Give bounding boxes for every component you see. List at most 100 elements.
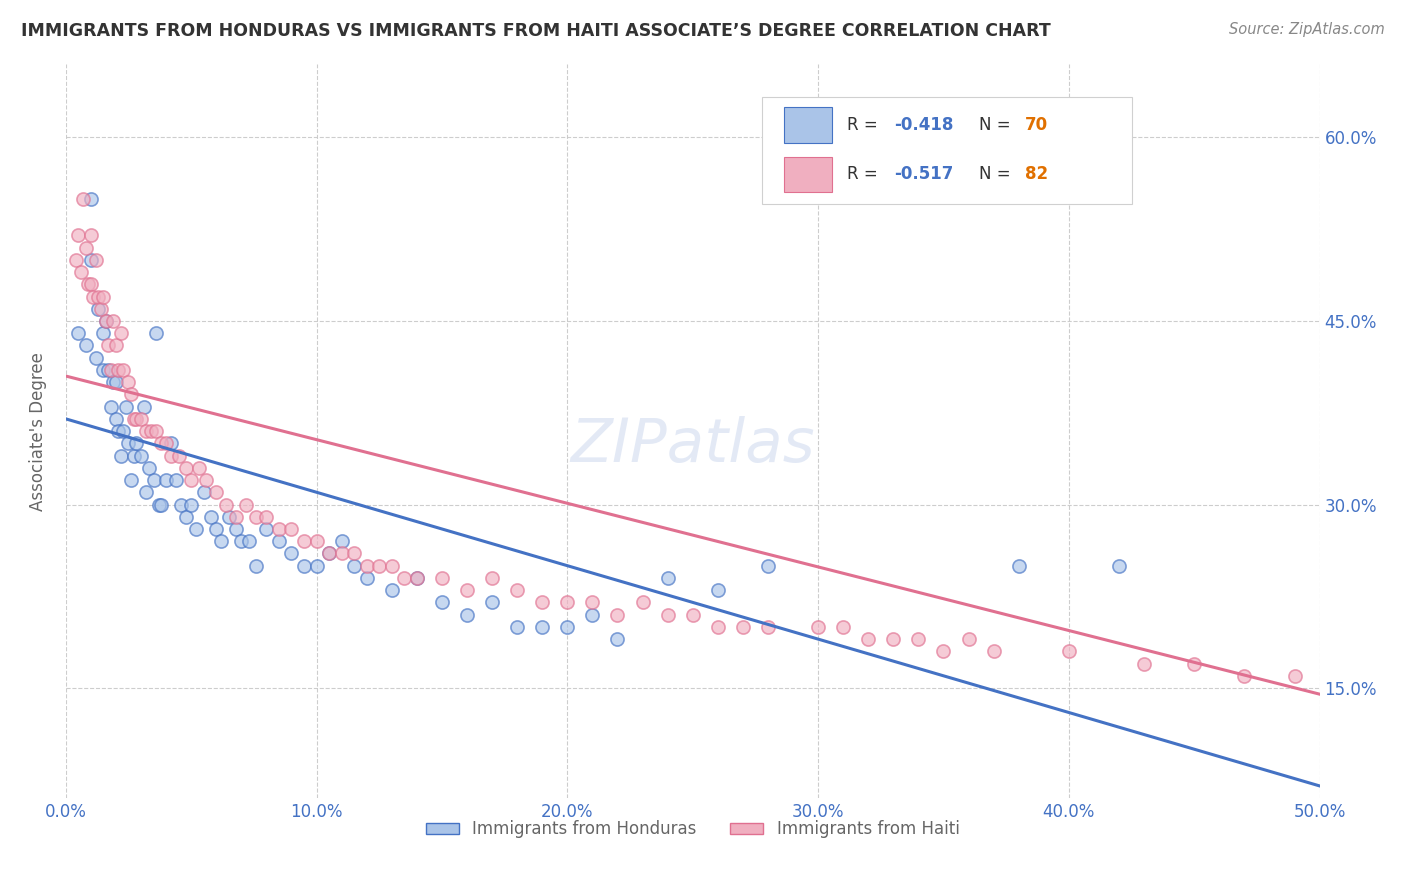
Point xyxy=(267,534,290,549)
Text: ZIPatlas: ZIPatlas xyxy=(571,417,815,475)
Point xyxy=(343,546,366,560)
Point xyxy=(343,558,366,573)
Point xyxy=(129,449,152,463)
Point xyxy=(218,509,240,524)
Point xyxy=(67,326,90,341)
Point xyxy=(97,363,120,377)
Point xyxy=(330,534,353,549)
Point xyxy=(858,632,880,646)
Point xyxy=(245,558,267,573)
Point xyxy=(135,424,157,438)
Point xyxy=(145,424,167,438)
Point xyxy=(356,558,378,573)
Point xyxy=(531,620,554,634)
Point xyxy=(80,228,103,243)
Point xyxy=(394,571,416,585)
Point xyxy=(122,412,145,426)
Point xyxy=(145,326,167,341)
Point xyxy=(94,314,117,328)
Point xyxy=(555,620,578,634)
Point xyxy=(1057,644,1080,658)
Point xyxy=(84,252,107,267)
Point xyxy=(1233,669,1256,683)
Point xyxy=(731,620,754,634)
Point xyxy=(657,607,679,622)
Text: Source: ZipAtlas.com: Source: ZipAtlas.com xyxy=(1229,22,1385,37)
Point xyxy=(555,595,578,609)
Point xyxy=(430,571,453,585)
Point xyxy=(112,424,135,438)
Point xyxy=(318,546,340,560)
Text: N =: N = xyxy=(979,116,1015,134)
Point xyxy=(381,558,404,573)
Point xyxy=(100,400,122,414)
Point xyxy=(405,571,427,585)
Point xyxy=(150,436,173,450)
Point xyxy=(174,509,197,524)
Point xyxy=(932,644,955,658)
Text: 70: 70 xyxy=(1025,116,1047,134)
Point xyxy=(160,449,183,463)
Point xyxy=(115,400,138,414)
Text: -0.418: -0.418 xyxy=(894,116,953,134)
Point xyxy=(167,449,190,463)
Point xyxy=(756,620,779,634)
Point xyxy=(187,460,209,475)
Point xyxy=(125,436,148,450)
Point xyxy=(1133,657,1156,671)
Point xyxy=(72,192,94,206)
Point xyxy=(77,277,100,292)
Point xyxy=(180,473,202,487)
Point xyxy=(707,620,730,634)
Point xyxy=(100,363,122,377)
Point xyxy=(110,326,132,341)
Point xyxy=(254,522,277,536)
Point xyxy=(267,522,290,536)
Point xyxy=(280,522,302,536)
Point xyxy=(235,498,257,512)
Point xyxy=(93,363,115,377)
Point xyxy=(148,498,170,512)
Point xyxy=(112,363,135,377)
Point xyxy=(110,449,132,463)
Point xyxy=(97,338,120,352)
Point xyxy=(125,412,148,426)
Point xyxy=(225,509,247,524)
Point xyxy=(1108,558,1130,573)
Point xyxy=(280,546,302,560)
Point xyxy=(87,301,110,316)
Point xyxy=(174,460,197,475)
Point xyxy=(215,498,238,512)
Point xyxy=(103,314,125,328)
Point xyxy=(581,607,603,622)
Point xyxy=(231,534,253,549)
Point xyxy=(1284,669,1306,683)
Point xyxy=(245,509,267,524)
Point xyxy=(381,583,404,598)
Point xyxy=(330,546,353,560)
Point xyxy=(209,534,232,549)
Point xyxy=(94,314,117,328)
Point xyxy=(150,498,173,512)
Point xyxy=(122,449,145,463)
Point xyxy=(254,509,277,524)
Point xyxy=(200,509,222,524)
Point xyxy=(292,534,315,549)
Point xyxy=(430,595,453,609)
Point xyxy=(581,595,603,609)
Point xyxy=(82,289,104,303)
Point xyxy=(318,546,340,560)
Text: IMMIGRANTS FROM HONDURAS VS IMMIGRANTS FROM HAITI ASSOCIATE’S DEGREE CORRELATION: IMMIGRANTS FROM HONDURAS VS IMMIGRANTS F… xyxy=(21,22,1050,40)
Text: -0.517: -0.517 xyxy=(894,165,953,183)
Point xyxy=(67,228,90,243)
Text: N =: N = xyxy=(979,165,1015,183)
Point xyxy=(356,571,378,585)
Point xyxy=(103,375,125,389)
Point xyxy=(193,485,215,500)
Point xyxy=(481,571,503,585)
Point xyxy=(305,558,328,573)
Point xyxy=(80,192,103,206)
Point xyxy=(135,485,157,500)
Point xyxy=(606,607,628,622)
Point xyxy=(657,571,679,585)
